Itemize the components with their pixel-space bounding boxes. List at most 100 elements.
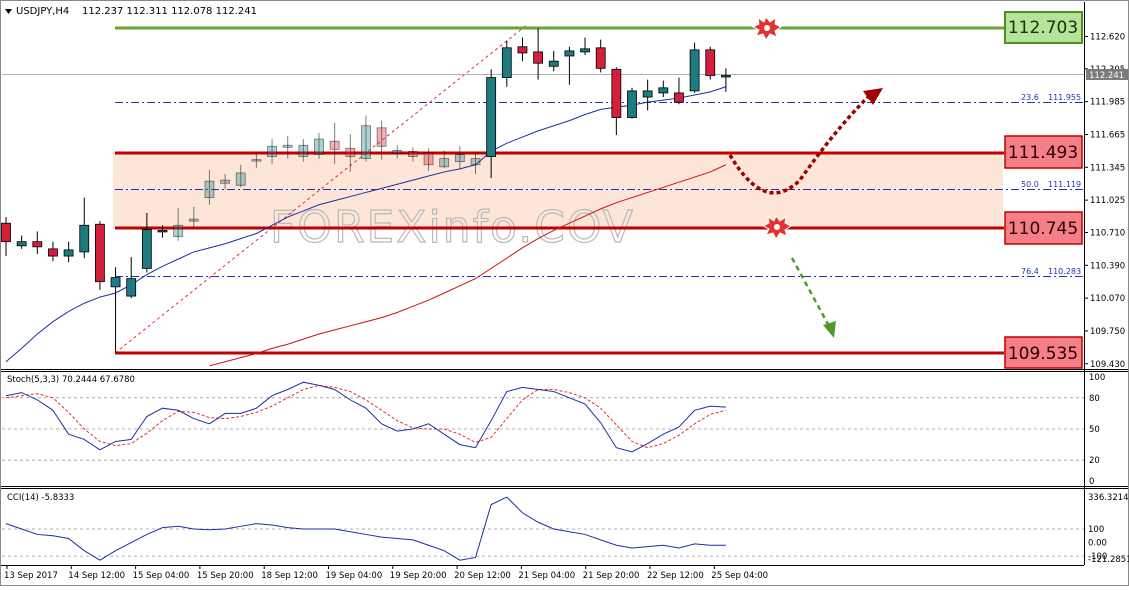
candle [95,221,105,290]
time-tick-label: 14 Sep 12:00 [68,571,125,581]
time-tick-label: 18 Sep 12:00 [261,571,318,581]
candle [705,46,716,80]
candle [642,79,653,111]
candle-body [407,151,418,157]
fib-price-23-6: 111.955 [1048,93,1081,102]
time-tick-label: 21 Sep 20:00 [583,571,640,581]
candle-body [126,278,137,297]
candle [141,212,152,273]
price-tick-label: 112.620 [1090,33,1125,43]
cci-axis-label: -121.2851 [1088,555,1129,565]
candle [407,147,418,162]
stochastic-panel: 100 80 50 20 0 [2,373,1105,487]
cci-panel: 336.3214 100 0.00 -100-121.2851 [2,493,1129,565]
candle [314,132,324,159]
price-tick-label: 111.345 [1090,163,1125,173]
candle-body [267,145,277,157]
candle [235,164,246,188]
candle [298,139,309,162]
candle [267,139,277,164]
candle [204,169,215,205]
candle [439,150,450,168]
time-tick-label: 20 Sep 12:00 [454,571,511,581]
candle [157,225,168,238]
price-tick-label: 110.070 [1090,294,1125,304]
stoch-label: Stoch(5,3,3) 70.2444 67.6780 [7,375,135,385]
candle-body [110,277,121,288]
candle [173,207,184,241]
candle-body [533,51,543,64]
candle [658,80,669,98]
candle [392,145,403,159]
candle-body [517,46,528,54]
candle-body [79,224,90,253]
candle-body [298,144,309,157]
candle-body [251,159,262,162]
breakout-marker-top-core [764,25,770,31]
support-zone [113,153,1003,228]
fib-ratio-50-0: 50.0 [1021,180,1039,189]
candle [79,197,90,259]
candle [16,235,27,249]
candle [220,173,231,190]
fib-price-76-4: 110.283 [1048,267,1081,276]
price-tick-label: 110.710 [1090,228,1125,238]
breakout-marker-bottom-core [774,224,780,230]
candle-body [658,87,669,94]
candle [580,37,590,55]
candle-body [642,90,653,98]
candle-body [314,138,324,155]
candle-body [157,230,168,233]
candle-body [689,49,700,92]
candle-body [329,140,340,150]
bearish-scenario-arrow [790,257,831,327]
price-tick-label: 109.430 [1090,360,1125,370]
candle [361,115,371,162]
candle [627,87,637,119]
cci-label: CCI(14) -5.8333 [7,493,74,503]
level-box-bottom: 109.535 [1004,336,1083,369]
candle [126,257,137,299]
candle [470,151,481,174]
candle-body [454,154,465,163]
candle [188,206,199,228]
current-price-label: 112.241 [1089,71,1124,81]
candle-body [16,241,27,247]
candle [533,28,543,80]
price-tick-label: 110.390 [1090,261,1125,271]
cci-axis-label: 100 [1088,525,1104,535]
time-tick-label: 19 Sep 20:00 [390,571,447,581]
candle-body [141,228,152,269]
candle [721,68,731,92]
candle [689,42,700,93]
candle-body [95,223,105,283]
candle-body [235,172,246,186]
cci-line [5,496,726,561]
candle-body [627,90,637,118]
level-label-bottom: 109.535 [1008,344,1078,364]
symbol-menu-icon[interactable] [5,9,12,14]
price-tick-label: 111.025 [1090,196,1125,206]
candle [548,50,559,72]
candle [674,77,684,105]
candle-body [705,49,716,76]
candle [251,151,262,168]
time-tick-label: 25 Sep 04:00 [711,571,768,581]
candle-body [721,75,731,78]
fib-trend-line [114,23,529,354]
time-tick-label: 19 Sep 04:00 [326,571,383,581]
candle [595,39,606,73]
candle [611,67,622,135]
level-label-zone-top: 111.493 [1008,143,1078,163]
candle [345,133,356,172]
bearish-arrow-head [823,321,836,338]
stoch-axis-label: 20 [1089,456,1100,466]
candle [329,122,340,164]
fib-ratio-76-4: 76.4 [1021,267,1039,276]
level-label-top: 112.703 [1008,18,1078,38]
cci-axis-label: -100 [1088,552,1107,562]
candle-body [188,218,199,222]
